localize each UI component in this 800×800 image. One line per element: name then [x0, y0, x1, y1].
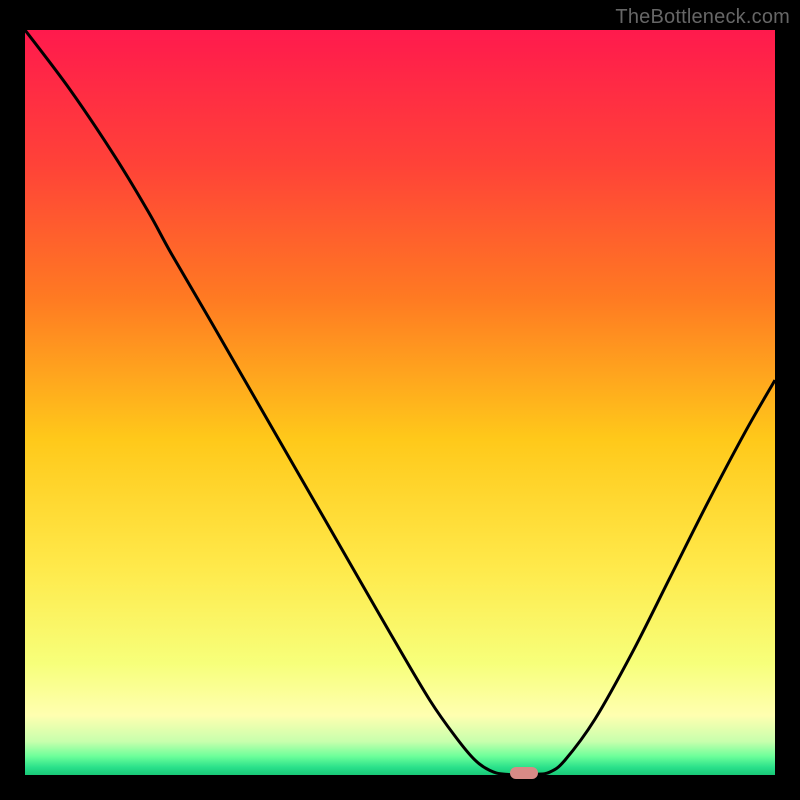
plot-area — [25, 30, 775, 775]
chart-frame: TheBottleneck.com — [0, 0, 800, 800]
marker-pill — [510, 767, 538, 779]
chart-svg — [25, 30, 775, 775]
watermark-text: TheBottleneck.com — [615, 6, 790, 29]
gradient-bg — [25, 30, 775, 775]
